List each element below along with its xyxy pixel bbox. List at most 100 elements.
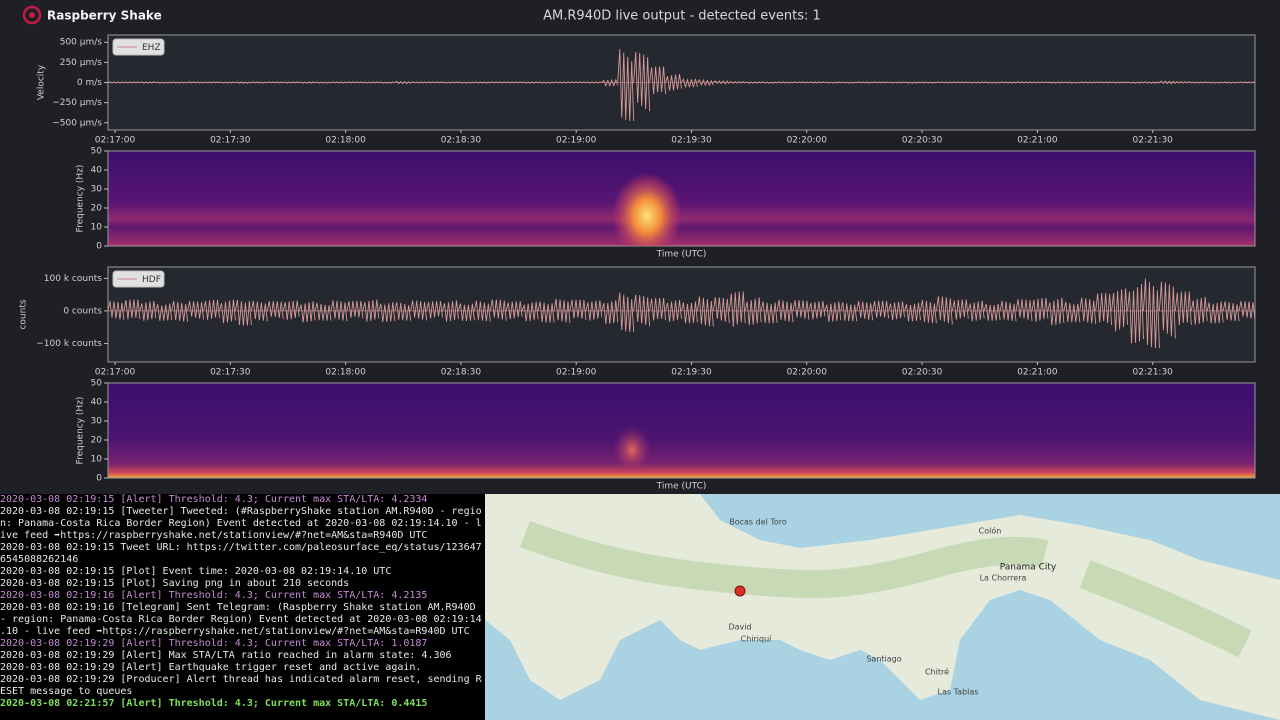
waveform-segment — [904, 302, 921, 322]
waveform-segment — [346, 300, 364, 319]
waveform-segment — [139, 81, 157, 84]
waveform-segment — [330, 300, 348, 322]
log-line: 2020-03-08 02:19:29 [Producer] Alert thr… — [0, 674, 482, 685]
waveform-segment — [968, 81, 985, 84]
waveform-segment — [458, 303, 475, 322]
waveform-segment — [888, 81, 905, 84]
waveform-segment — [505, 301, 523, 320]
waveform-segment — [633, 51, 651, 112]
waveform-segment — [314, 302, 332, 321]
x-tick-label: 02:21:30 — [1132, 136, 1173, 146]
map-label: La Chorrera — [980, 574, 1027, 583]
waveform-segment — [521, 301, 539, 322]
waveform-segment — [808, 81, 826, 84]
waveform-segment — [1175, 80, 1192, 84]
waveform-segment — [537, 301, 555, 323]
waveform-segment — [840, 302, 858, 322]
terminal: 2020-03-08 02:19:15 [Alert] Threshold: 4… — [0, 494, 485, 720]
waveform-segment — [1111, 288, 1129, 332]
waveform-segment — [936, 81, 953, 84]
waveform-segment — [697, 78, 714, 87]
waveform-segment — [617, 49, 635, 122]
waveform-segment — [155, 303, 173, 321]
y-tick-label: 30 — [91, 417, 103, 427]
waveform-segment — [681, 77, 698, 88]
waveform-segment — [633, 294, 651, 327]
waveform-segment — [1207, 81, 1224, 84]
waveform-segment — [824, 301, 842, 323]
waveform-segment — [1015, 299, 1033, 321]
waveform-segment — [394, 80, 411, 85]
waveform-segment — [474, 81, 491, 84]
legend-label: HDF — [142, 275, 161, 285]
waveform-segment — [378, 302, 396, 323]
x-axis-label: Time (UTC) — [656, 250, 707, 260]
y-tick-label: 0 counts — [63, 306, 102, 316]
waveform-segment — [1031, 81, 1049, 84]
waveform-segment — [1159, 80, 1176, 85]
x-tick-label: 02:21:00 — [1017, 136, 1058, 146]
waveform-segment — [713, 80, 730, 85]
log-line: 2020-03-08 02:19:15 [Plot] Event time: 2… — [0, 566, 392, 577]
waveform-segment — [1015, 81, 1033, 84]
waveform-segment — [522, 81, 539, 84]
waveform-segment — [235, 299, 252, 326]
waveform-segment — [935, 296, 953, 325]
waveform-segment — [696, 296, 714, 327]
waveform-segment — [792, 81, 810, 84]
waveform-segment — [489, 299, 507, 321]
waveform-segment — [601, 300, 619, 324]
spectrogram-burst — [612, 160, 682, 246]
waveform-segment — [473, 300, 491, 322]
logo[interactable]: Raspberry Shake — [22, 5, 162, 25]
waveform-segment — [410, 300, 428, 321]
y-axis-label: Frequency (Hz) — [76, 397, 86, 465]
waveform-segment — [458, 81, 475, 84]
waveform-segment — [1174, 291, 1192, 326]
waveform-segment — [187, 81, 204, 84]
waveform-segment — [378, 81, 395, 84]
x-axis-label: Time (UTC) — [656, 482, 707, 492]
event-marker[interactable] — [734, 585, 746, 597]
waveform-segment — [920, 81, 937, 84]
waveform-segment — [251, 81, 268, 84]
map-label: Chitré — [925, 667, 949, 677]
waveform-segment — [203, 299, 220, 320]
log-line: 2020-03-08 02:19:15 [Alert] Threshold: 4… — [0, 494, 428, 505]
waveform-segment — [1143, 81, 1160, 84]
waveform-segment — [1143, 278, 1160, 349]
waveform-segment — [553, 298, 571, 323]
waveform-segment — [1191, 81, 1208, 84]
map-label: David — [728, 623, 751, 632]
y-tick-label: 20 — [91, 436, 103, 446]
x-tick-label: 02:21:00 — [1017, 368, 1058, 378]
waveform-segment — [728, 291, 746, 327]
waveform-segment — [283, 81, 300, 84]
waveform-segment — [250, 300, 268, 322]
waveform-segment — [808, 301, 826, 320]
log-line: 6545088262146 — [0, 554, 79, 565]
map-label: Chiriquí — [741, 635, 773, 644]
waveform-segment — [712, 297, 730, 324]
waveform-segment — [1095, 81, 1112, 84]
waveform-segment — [298, 301, 316, 323]
waveform-segment — [1238, 81, 1256, 84]
waveform-segment — [1222, 301, 1240, 322]
y-tick-label: 40 — [91, 166, 103, 176]
waveform-segment — [665, 299, 682, 322]
y-axis-label: Frequency (Hz) — [76, 165, 86, 233]
plots: Raspberry Shake AM.R940D live output - d… — [19, 5, 1256, 492]
waveform-segment — [426, 81, 443, 84]
waveform-segment — [888, 301, 905, 320]
log-line: 2020-03-08 02:19:15 [Plot] Saving png in… — [0, 578, 350, 589]
legend: EHZ — [112, 38, 165, 56]
x-tick-label: 02:19:00 — [556, 136, 597, 146]
waveform-segment — [107, 81, 125, 84]
waveform-segment — [426, 301, 443, 319]
waveform-segment — [123, 81, 141, 84]
waveform-segment — [219, 81, 236, 84]
waveform-segment — [1063, 301, 1081, 323]
y-axis-label: counts — [19, 299, 29, 329]
